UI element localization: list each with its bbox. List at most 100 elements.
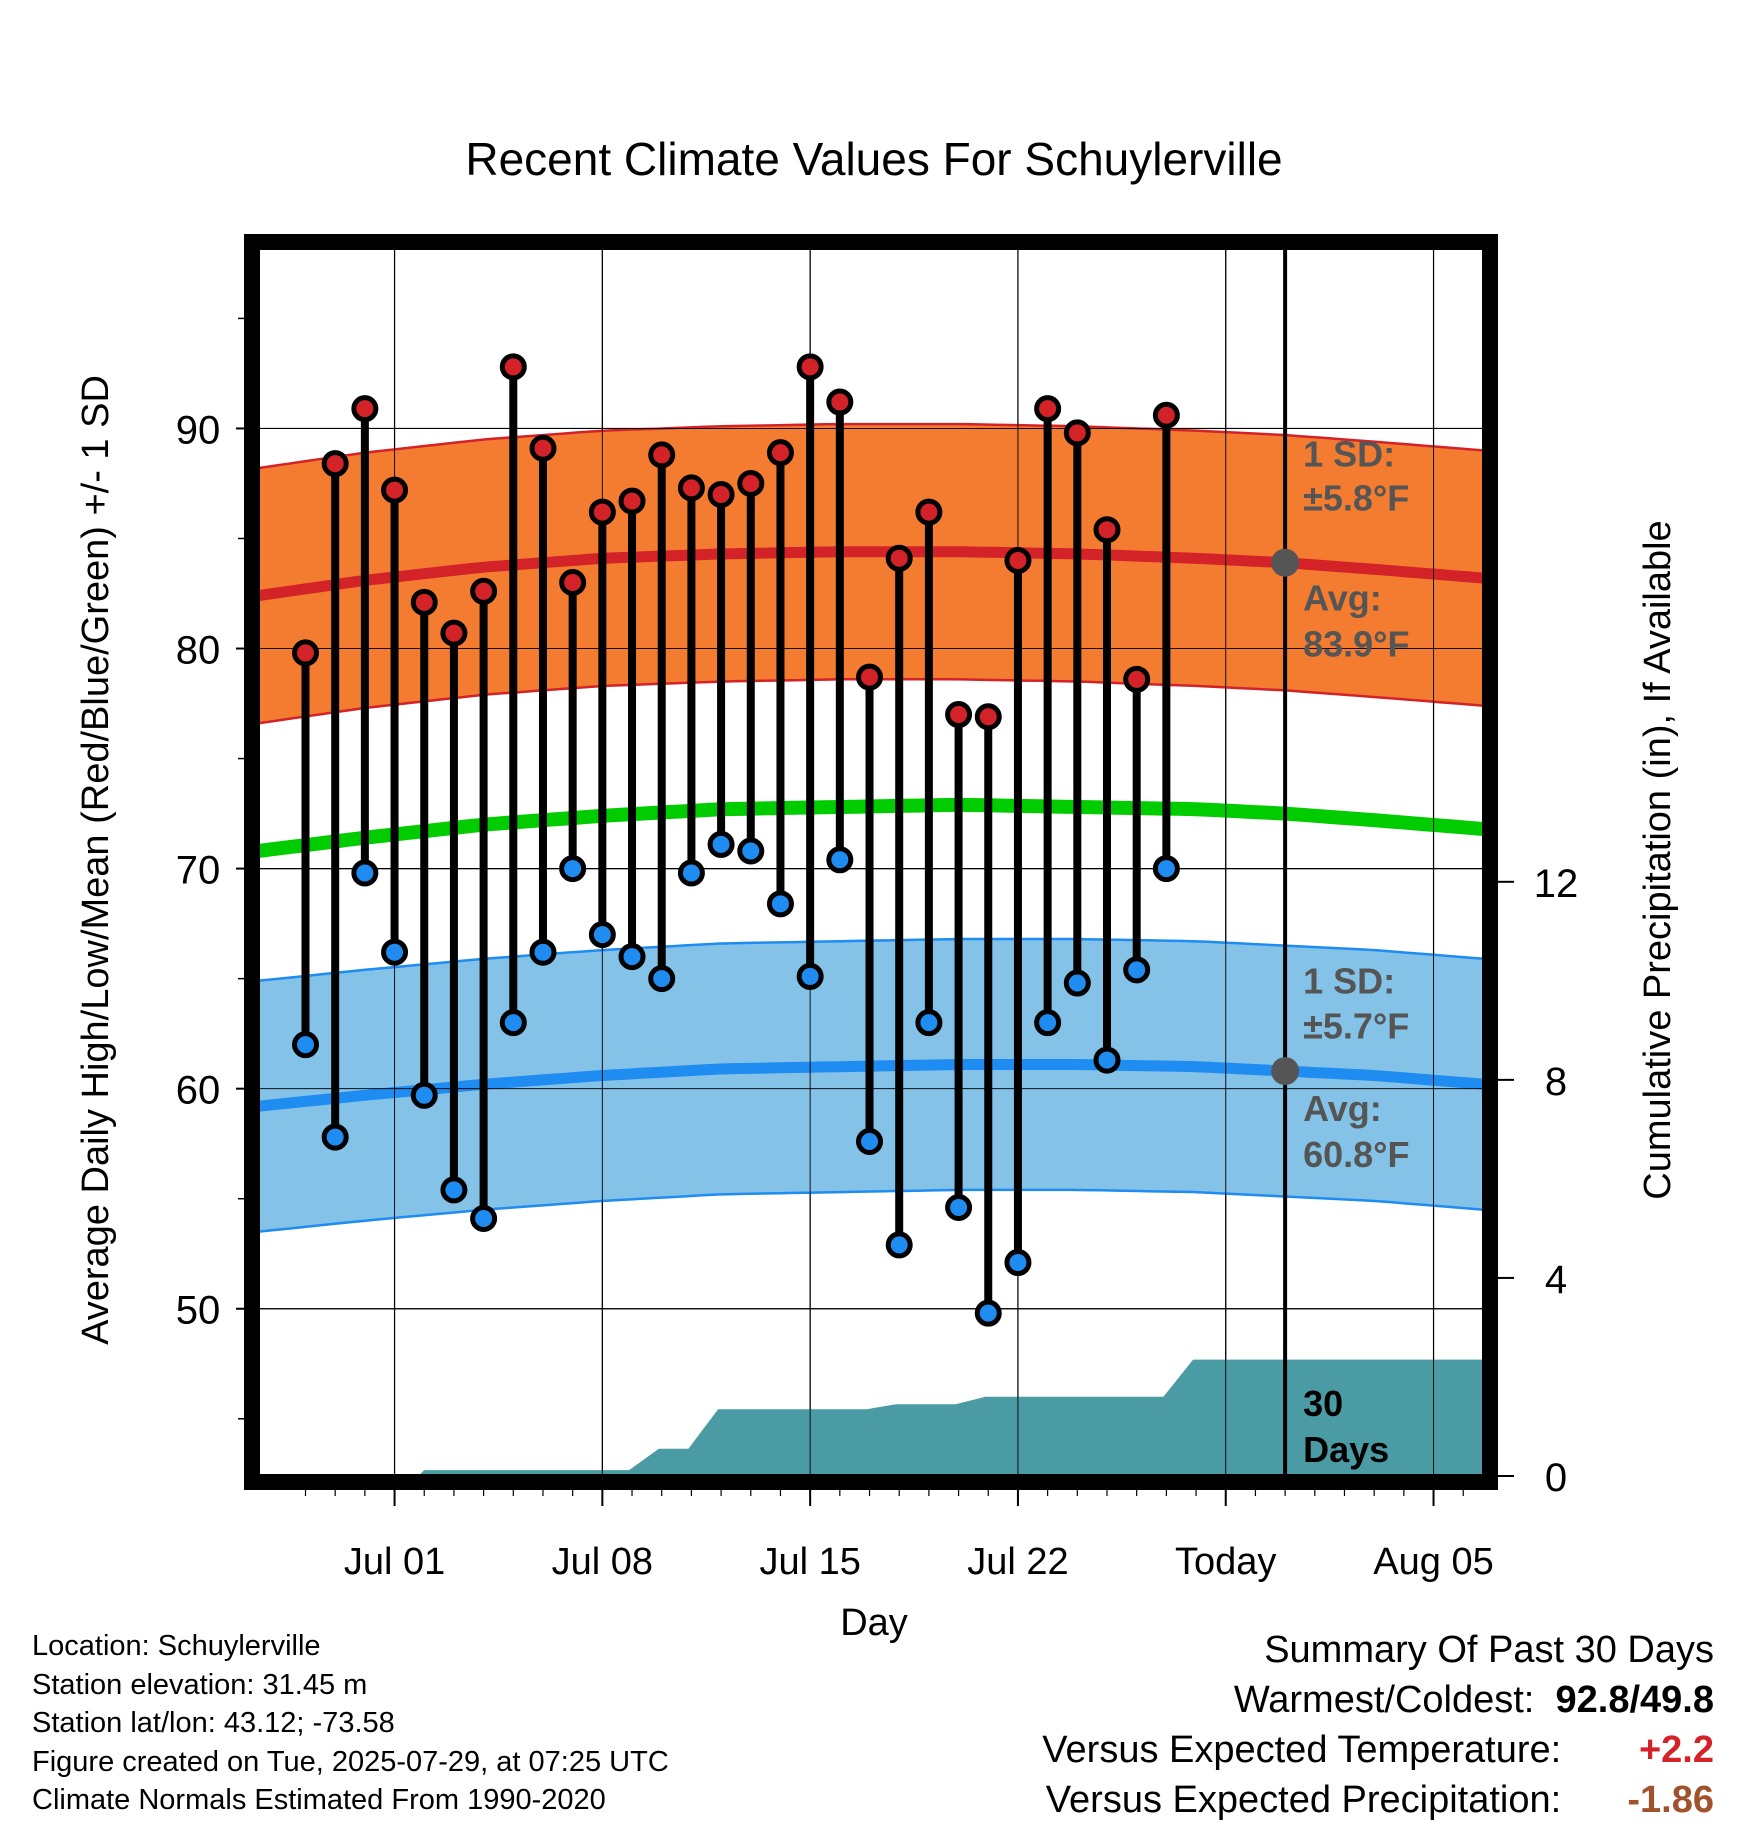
y-right-tick-label: 12 — [1534, 862, 1579, 906]
summary-precipitation: Versus Expected Precipitation: -1.86 — [1042, 1775, 1714, 1825]
daily-high-point — [1034, 395, 1062, 423]
summary-warm-cold: Warmest/Coldest: 92.8/49.8 — [1042, 1675, 1714, 1725]
daily-high-point — [1063, 419, 1091, 447]
high-sd-label: 1 SD: — [1303, 433, 1395, 474]
x-tick-label: Aug 05 — [1373, 1541, 1493, 1583]
daily-low-point — [707, 830, 735, 858]
daily-high-point — [945, 701, 973, 729]
daily-low-point — [1063, 969, 1091, 997]
daily-high-point — [351, 395, 379, 423]
daily-high-point — [1123, 665, 1151, 693]
daily-low-point — [856, 1127, 884, 1155]
slash: / — [1629, 1679, 1641, 1721]
daily-high-point — [381, 476, 409, 504]
precip-days-label-2: Days — [1303, 1429, 1389, 1470]
daily-high-point — [766, 439, 794, 467]
daily-low-point — [410, 1081, 438, 1109]
daily-low-point — [559, 855, 587, 883]
plot-frame — [244, 234, 1498, 1490]
high-sd-upper-line — [258, 422, 1484, 470]
daily-high-point — [559, 569, 587, 597]
daily-high-point — [677, 474, 705, 502]
daily-low-point — [974, 1299, 1002, 1327]
daily-high-point — [1152, 401, 1180, 429]
daily-low-point — [766, 890, 794, 918]
elevation-text: Station elevation: 31.45 m — [32, 1668, 368, 1701]
daily-high-point — [440, 619, 468, 647]
daily-low-point — [737, 837, 765, 865]
daily-low-point — [618, 943, 646, 971]
x-tick-label: Today — [1175, 1541, 1276, 1583]
daily-high-point — [321, 450, 349, 478]
daily-low-point — [826, 846, 854, 874]
daily-high-point — [410, 588, 438, 616]
warmest-value: 92.8 — [1555, 1679, 1630, 1721]
daily-high-point — [974, 703, 1002, 731]
warm-cold-label: Warmest/Coldest: — [1233, 1679, 1535, 1721]
normals-text: Climate Normals Estimated From 1990-2020 — [32, 1784, 606, 1816]
coldest-value: 49.8 — [1640, 1679, 1714, 1721]
summary-heading: Summary Of Past 30 Days — [1264, 1629, 1714, 1671]
daily-low-point — [648, 965, 676, 993]
y-left-tick-label: 70 — [176, 849, 221, 893]
daily-low-point — [677, 859, 705, 887]
x-tick-label: Jul 08 — [552, 1541, 653, 1583]
daily-high-point — [856, 663, 884, 691]
daily-high-point — [648, 441, 676, 469]
daily-low-point — [1123, 956, 1151, 984]
daily-low-point — [915, 1009, 943, 1037]
temp-value: +2.2 — [1638, 1729, 1714, 1771]
daily-low-point — [440, 1176, 468, 1204]
daily-high-point — [826, 388, 854, 416]
station-info: Location: Schuylerville Station elevatio… — [32, 1627, 669, 1820]
summary-temperature: Versus Expected Temperature: +2.2 — [1042, 1725, 1714, 1775]
daily-low-point — [588, 921, 616, 949]
daily-low-point — [1152, 855, 1180, 883]
daily-low-point — [351, 859, 379, 887]
daily-low-point — [291, 1031, 319, 1059]
precip-days-label-1: 30 — [1303, 1383, 1343, 1424]
daily-high-point — [470, 577, 498, 605]
summary-panel: Summary Of Past 30 Days Warmest/Coldest:… — [1042, 1625, 1714, 1825]
low-sd-value: ±5.7°F — [1303, 1006, 1409, 1047]
daily-high-point — [529, 434, 557, 462]
high-avg-label: Avg: — [1303, 578, 1382, 619]
daily-high-point — [499, 353, 527, 381]
high-avg-value: 83.9°F — [1303, 624, 1409, 665]
x-tick-label: Jul 15 — [759, 1541, 860, 1583]
y-right-tick-label: 4 — [1545, 1258, 1567, 1302]
daily-high-point — [737, 469, 765, 497]
low-sd-lower-line — [258, 1188, 1484, 1233]
daily-low-point — [796, 962, 824, 990]
daily-low-point — [1034, 1009, 1062, 1037]
low-avg-label: Avg: — [1303, 1088, 1382, 1129]
precip-area — [258, 1359, 1484, 1476]
avg-low-marker — [1271, 1057, 1300, 1086]
y-left-tick-label: 80 — [176, 629, 221, 673]
avg-high-marker — [1271, 548, 1300, 577]
created-text: Figure created on Tue, 2025-07-29, at 07… — [32, 1745, 669, 1778]
daily-high-point — [588, 498, 616, 526]
daily-high-point — [885, 544, 913, 572]
daily-low-point — [1004, 1249, 1032, 1277]
precip-value: -1.86 — [1627, 1779, 1714, 1821]
x-axis-label: Day — [840, 1602, 908, 1644]
y-left-tick-label: 60 — [176, 1069, 221, 1113]
low-sd-label: 1 SD: — [1303, 961, 1395, 1002]
x-tick-label: Jul 01 — [344, 1541, 445, 1583]
daily-high-point — [707, 480, 735, 508]
low-avg-value: 60.8°F — [1303, 1134, 1409, 1175]
daily-low-point — [470, 1205, 498, 1233]
precip-label: Versus Expected Precipitation: — [1045, 1779, 1562, 1821]
chart-title: Recent Climate Values For Schuylerville — [465, 133, 1282, 185]
y-left-tick-label: 50 — [176, 1289, 221, 1333]
daily-low-point — [529, 938, 557, 966]
y-axis-label-right: Cumulative Precipitation (in), If Availa… — [1637, 520, 1679, 1199]
temp-label: Versus Expected Temperature: — [1042, 1729, 1562, 1771]
latlon-text: Station lat/lon: 43.12; -73.58 — [32, 1707, 395, 1739]
daily-low-point — [381, 938, 409, 966]
daily-low-point — [885, 1231, 913, 1259]
